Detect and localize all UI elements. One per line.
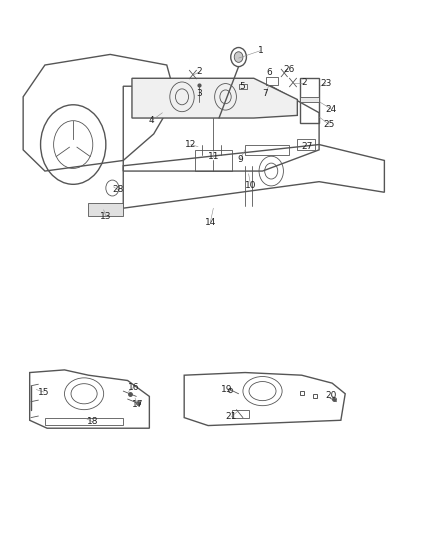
Text: 17: 17 [132, 400, 143, 409]
Text: 2: 2 [197, 67, 202, 76]
Text: 15: 15 [38, 387, 50, 397]
Text: 18: 18 [87, 417, 99, 426]
Text: 27: 27 [302, 142, 313, 151]
Text: 19: 19 [221, 385, 233, 394]
Polygon shape [300, 97, 319, 102]
Circle shape [234, 52, 243, 62]
Text: 9: 9 [237, 155, 243, 164]
Text: 2: 2 [301, 78, 307, 87]
Text: 25: 25 [323, 120, 335, 129]
Text: 11: 11 [208, 152, 219, 161]
Text: 20: 20 [325, 391, 337, 400]
Text: 3: 3 [197, 88, 202, 98]
Text: 7: 7 [263, 88, 268, 98]
Text: 4: 4 [149, 116, 154, 125]
Polygon shape [88, 203, 123, 216]
Text: 28: 28 [112, 185, 124, 194]
Text: 16: 16 [127, 383, 139, 392]
Text: 12: 12 [185, 140, 196, 149]
Text: 5: 5 [239, 82, 245, 91]
Text: 23: 23 [320, 79, 331, 88]
Text: 13: 13 [100, 212, 112, 221]
Text: 10: 10 [245, 181, 257, 190]
Text: 6: 6 [266, 68, 272, 77]
Polygon shape [132, 78, 297, 118]
Text: 1: 1 [258, 46, 263, 55]
Text: 26: 26 [283, 64, 294, 74]
Text: 24: 24 [326, 104, 337, 114]
Text: 21: 21 [226, 412, 237, 421]
Text: 14: 14 [205, 218, 216, 227]
